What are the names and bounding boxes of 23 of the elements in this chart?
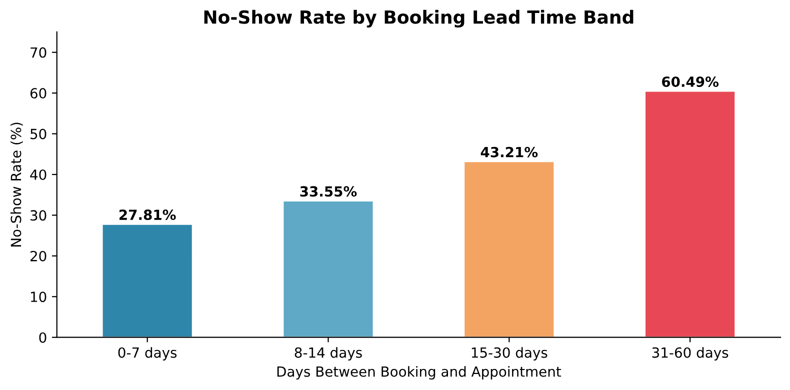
data-label: 60.49% bbox=[662, 76, 719, 87]
x-tick-label: 8-14 days bbox=[294, 347, 362, 361]
y-tick-label: 50 bbox=[30, 128, 46, 140]
chart-title: No-Show Rate by Booking Lead Time Band bbox=[204, 10, 634, 28]
y-tick-label: 60 bbox=[30, 88, 46, 99]
bar bbox=[282, 200, 374, 338]
data-label: 43.21% bbox=[480, 146, 538, 158]
y-tick-label: 10 bbox=[31, 292, 46, 302]
x-axis-title: Days Between Booking and Appointment bbox=[277, 366, 562, 380]
y-tick-label: 0 bbox=[39, 332, 46, 343]
y-axis-title: No-Show Rate (%) bbox=[10, 122, 23, 246]
bar bbox=[101, 223, 194, 338]
x-tick-label: 15-30 days bbox=[472, 347, 548, 361]
y-tick-label: 40 bbox=[30, 169, 46, 180]
x-tick-label: 31-60 days bbox=[652, 347, 728, 361]
y-tick-label: 70 bbox=[30, 47, 46, 58]
bar bbox=[463, 160, 556, 338]
x-tick-label: 0-7 days bbox=[118, 347, 177, 361]
data-label: 27.81% bbox=[120, 210, 176, 220]
y-tick-label: 30 bbox=[30, 210, 46, 221]
y-tick-label: 20 bbox=[30, 250, 46, 262]
data-label: 33.55% bbox=[300, 186, 357, 197]
bar bbox=[644, 90, 736, 338]
